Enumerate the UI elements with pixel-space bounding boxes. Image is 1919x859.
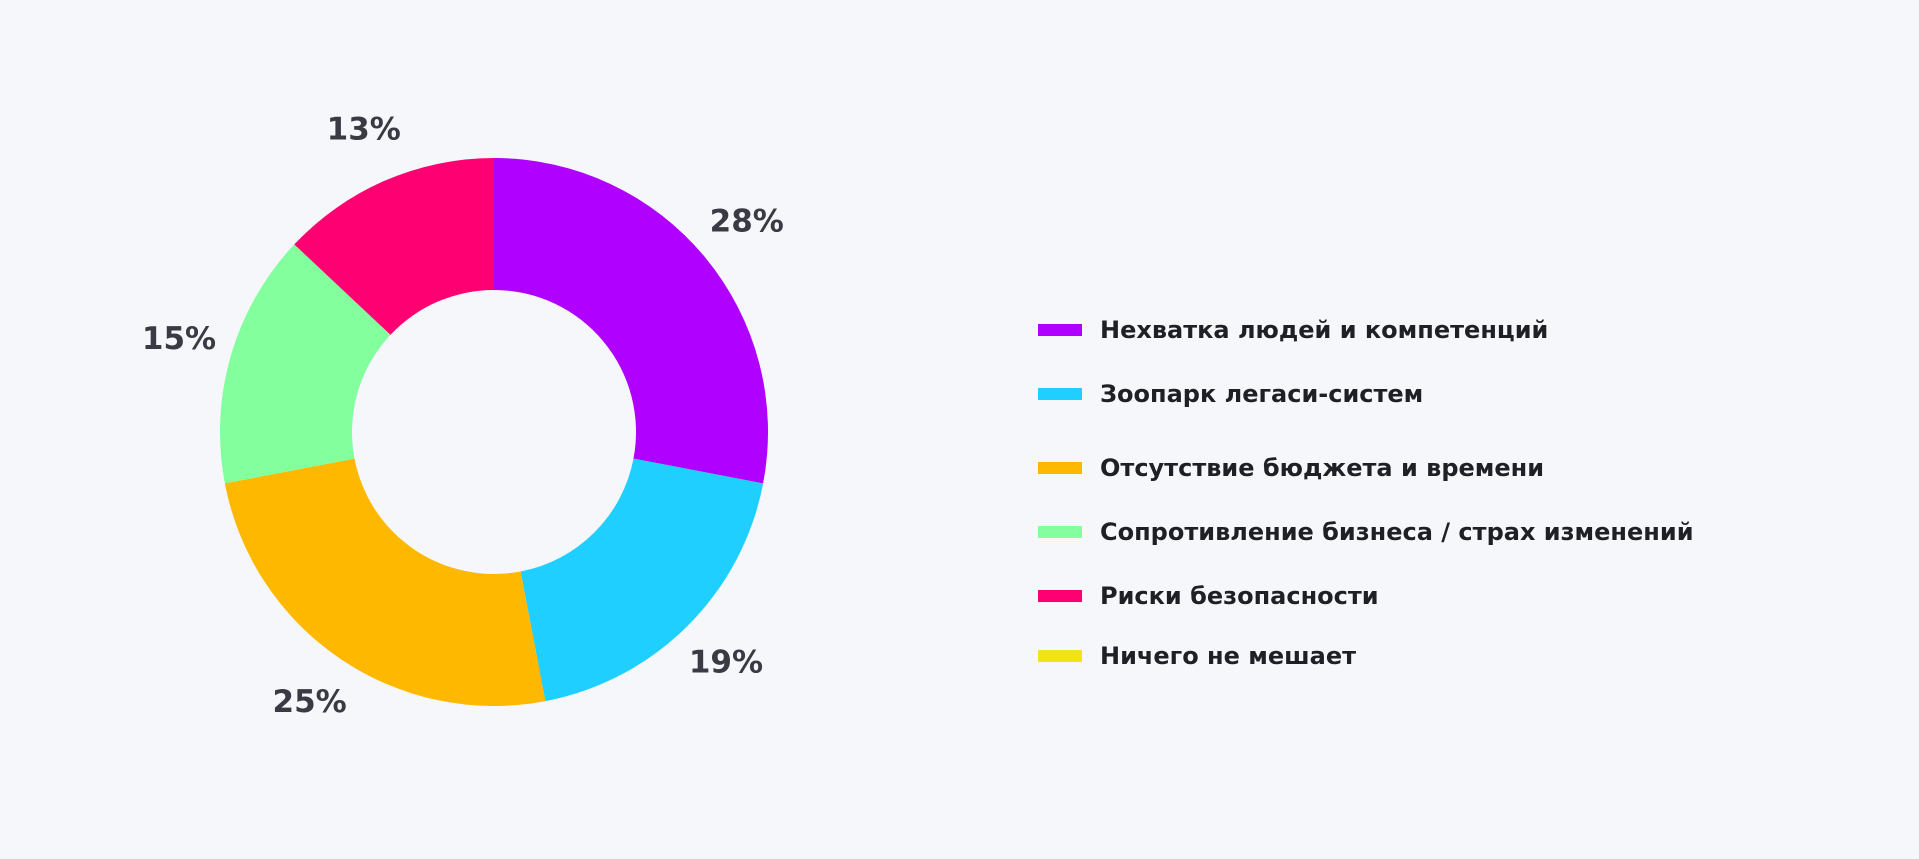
pct-label-no-budget: 25% bbox=[273, 684, 347, 720]
legend: Нехватка людей и компетенций Зоопарк лег… bbox=[1038, 0, 1858, 859]
legend-item-legacy-systems: Зоопарк легаси-систем bbox=[1038, 374, 1423, 414]
legend-item-no-budget: Отсутствие бюджета и времени bbox=[1038, 448, 1544, 488]
slice-legacy-systems bbox=[520, 458, 764, 702]
legend-swatch bbox=[1038, 388, 1082, 400]
slice-no-budget bbox=[224, 458, 546, 706]
legend-swatch bbox=[1038, 462, 1082, 474]
legend-label: Сопротивление бизнеса / страх изменений bbox=[1100, 518, 1694, 546]
legend-label: Зоопарк легаси-систем bbox=[1100, 380, 1424, 408]
slice-security-risks bbox=[294, 158, 494, 335]
legend-label: Нехватка людей и компетенций bbox=[1100, 316, 1549, 344]
slice-business-resistance bbox=[220, 244, 391, 484]
legend-swatch bbox=[1038, 324, 1082, 336]
legend-label: Ничего не мешает bbox=[1100, 642, 1357, 670]
pct-label-legacy-systems: 19% bbox=[689, 644, 763, 680]
legend-swatch bbox=[1038, 526, 1082, 538]
pct-label-security-risks: 13% bbox=[327, 111, 401, 147]
pct-label-staff-shortage: 28% bbox=[710, 203, 784, 239]
legend-swatch bbox=[1038, 650, 1082, 662]
legend-label: Риски безопасности bbox=[1100, 582, 1379, 610]
slice-staff-shortage bbox=[494, 158, 769, 484]
legend-label: Отсутствие бюджета и времени bbox=[1100, 454, 1545, 482]
legend-swatch bbox=[1038, 590, 1082, 602]
legend-item-business-resistance: Сопротивление бизнеса / страх изменений bbox=[1038, 512, 1694, 552]
legend-item-security-risks: Риски безопасности bbox=[1038, 576, 1379, 616]
legend-item-nothing-prevents: Ничего не мешает bbox=[1038, 636, 1356, 676]
legend-item-staff-shortage: Нехватка людей и компетенций bbox=[1038, 310, 1548, 350]
pct-label-business-resistance: 15% bbox=[142, 321, 216, 357]
